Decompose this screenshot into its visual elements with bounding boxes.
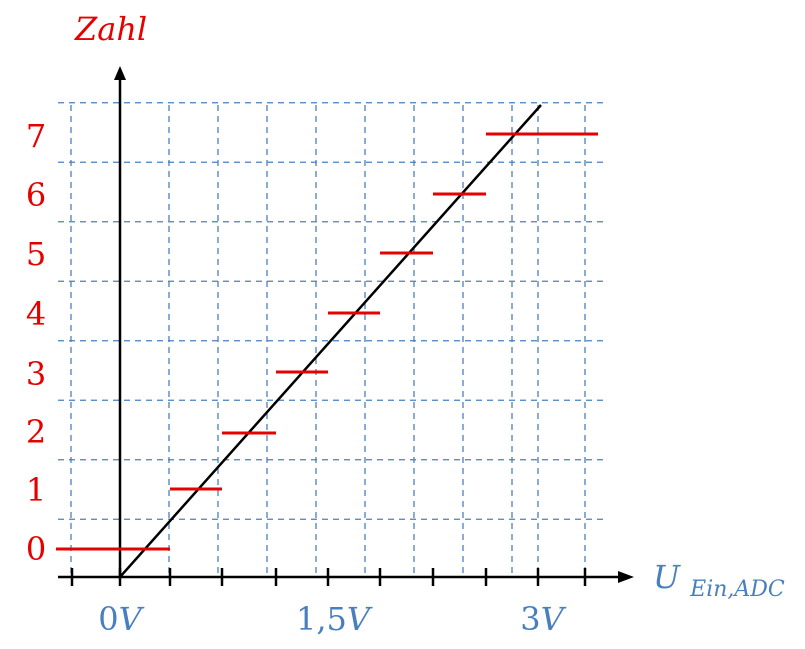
y-tick-label: 2 [26,413,46,451]
x-tick-label: 3V [520,600,566,638]
x-tick-label: 1,5V [296,600,373,638]
x-axis-title-main: U [653,558,681,596]
y-tick-label: 0 [26,530,46,568]
x-axis-title: U Ein,ADC [653,558,785,602]
axes [58,66,634,586]
y-tick-label: 6 [26,176,46,214]
x-axis-ticks [70,568,587,586]
y-axis-arrow-icon [114,66,126,80]
x-tick-labels: 0V 1,5V 3V [98,600,566,638]
x-tick-label: 0V [98,600,144,638]
ideal-transfer-line [119,104,542,578]
x-axis-title-subscript: Ein,ADC [689,577,785,602]
quantization-steps-series [56,132,598,551]
y-tick-labels: 0 1 2 3 4 5 6 7 [26,117,46,568]
y-tick-label: 5 [26,235,46,273]
y-tick-label: 7 [26,117,46,155]
x-axis-arrow-icon [618,571,634,583]
ideal-line-series [119,104,542,578]
y-tick-label: 3 [26,355,46,393]
y-tick-label: 1 [26,471,46,509]
y-tick-label: 4 [26,295,46,333]
grid [58,102,608,578]
y-axis-title: Zahl [74,10,147,48]
